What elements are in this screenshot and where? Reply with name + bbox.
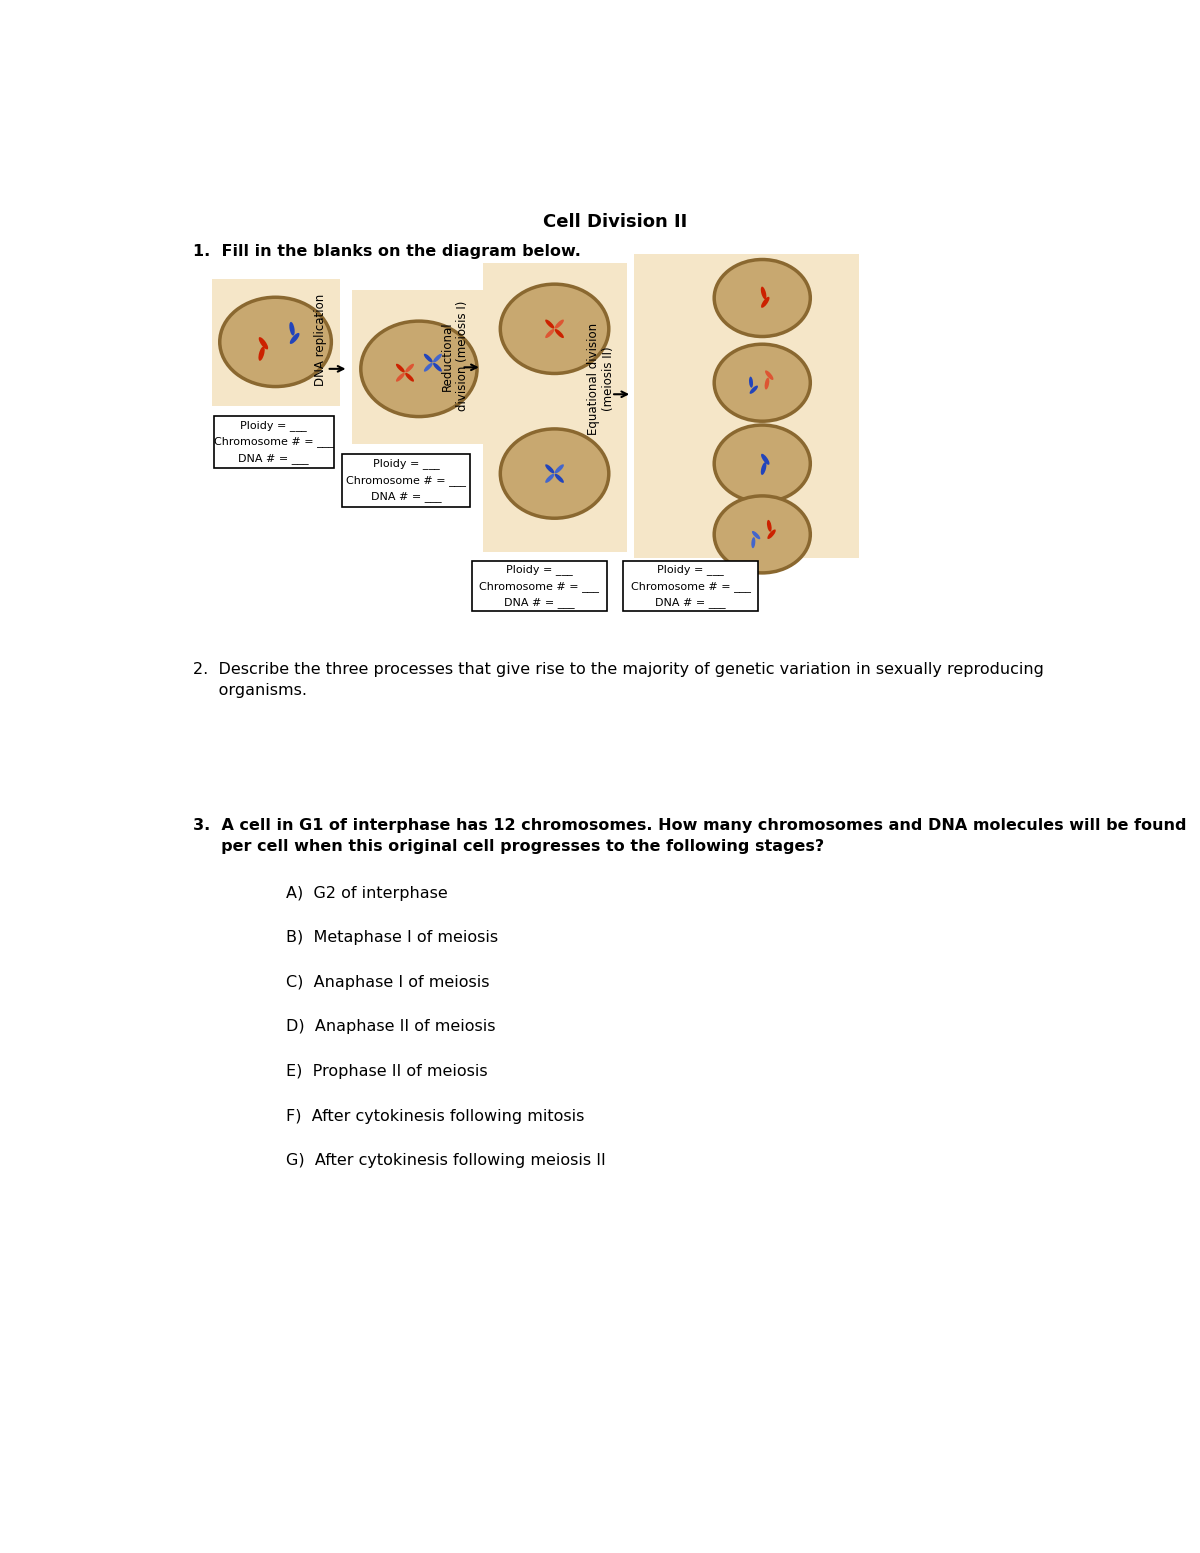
- Ellipse shape: [750, 385, 758, 394]
- Text: Ploidy = ___
Chromosome # = ___
DNA # = ___: Ploidy = ___ Chromosome # = ___ DNA # = …: [630, 564, 750, 609]
- Ellipse shape: [545, 474, 554, 483]
- Ellipse shape: [424, 354, 433, 362]
- Ellipse shape: [761, 453, 769, 464]
- Ellipse shape: [714, 345, 810, 421]
- Ellipse shape: [545, 329, 554, 339]
- Ellipse shape: [764, 377, 769, 390]
- Bar: [342, 455, 470, 506]
- Ellipse shape: [500, 284, 608, 373]
- Ellipse shape: [714, 426, 810, 502]
- Ellipse shape: [714, 259, 810, 337]
- Text: Reductional
division (meiosis I): Reductional division (meiosis I): [440, 301, 468, 412]
- Text: Equational division
(meiosis II): Equational division (meiosis II): [587, 323, 616, 435]
- Ellipse shape: [749, 377, 754, 388]
- Bar: [472, 561, 607, 612]
- Bar: [212, 278, 340, 405]
- Ellipse shape: [258, 346, 265, 360]
- Ellipse shape: [761, 287, 767, 300]
- Ellipse shape: [259, 337, 268, 349]
- Text: F)  After cytokinesis following mitosis: F) After cytokinesis following mitosis: [286, 1109, 584, 1124]
- Ellipse shape: [406, 363, 414, 373]
- Ellipse shape: [361, 321, 478, 416]
- Ellipse shape: [433, 363, 442, 371]
- Ellipse shape: [220, 297, 331, 387]
- Text: 1.  Fill in the blanks on the diagram below.: 1. Fill in the blanks on the diagram bel…: [193, 244, 581, 259]
- Ellipse shape: [545, 320, 554, 329]
- Ellipse shape: [751, 537, 755, 548]
- Bar: [214, 416, 334, 467]
- Ellipse shape: [500, 429, 608, 519]
- Ellipse shape: [554, 329, 564, 339]
- Bar: [635, 255, 859, 558]
- Ellipse shape: [761, 463, 767, 475]
- Text: A)  G2 of interphase: A) G2 of interphase: [286, 885, 448, 901]
- Ellipse shape: [406, 373, 414, 382]
- Text: Ploidy = ___
Chromosome # = ___
DNA # = ___: Ploidy = ___ Chromosome # = ___ DNA # = …: [480, 564, 600, 609]
- Ellipse shape: [752, 531, 761, 539]
- Ellipse shape: [289, 332, 300, 343]
- Text: Ploidy = ___
Chromosome # = ___
DNA # = ___: Ploidy = ___ Chromosome # = ___ DNA # = …: [346, 458, 466, 503]
- Text: Cell Division II: Cell Division II: [542, 213, 688, 231]
- Bar: [484, 264, 626, 553]
- Ellipse shape: [554, 464, 564, 474]
- Ellipse shape: [396, 363, 404, 373]
- Ellipse shape: [766, 370, 774, 380]
- Ellipse shape: [424, 363, 433, 371]
- Text: Ploidy = ___
Chromosome # = ___
DNA # = ___: Ploidy = ___ Chromosome # = ___ DNA # = …: [214, 419, 334, 464]
- Text: 2.  Describe the three processes that give rise to the majority of genetic varia: 2. Describe the three processes that giv…: [193, 662, 1044, 677]
- Text: C)  Anaphase I of meiosis: C) Anaphase I of meiosis: [286, 975, 490, 989]
- Ellipse shape: [714, 495, 810, 573]
- Ellipse shape: [767, 530, 775, 539]
- Bar: [623, 561, 758, 612]
- Ellipse shape: [396, 373, 404, 382]
- Text: D)  Anaphase II of meiosis: D) Anaphase II of meiosis: [286, 1019, 496, 1034]
- Text: B)  Metaphase I of meiosis: B) Metaphase I of meiosis: [286, 930, 498, 946]
- Ellipse shape: [761, 297, 769, 307]
- Ellipse shape: [554, 474, 564, 483]
- Text: per cell when this original cell progresses to the following stages?: per cell when this original cell progres…: [193, 839, 823, 854]
- Text: G)  After cytokinesis following meiosis II: G) After cytokinesis following meiosis I…: [286, 1154, 605, 1168]
- Ellipse shape: [289, 321, 295, 335]
- Text: DNA replication: DNA replication: [314, 294, 326, 387]
- Bar: [352, 290, 487, 444]
- Ellipse shape: [545, 464, 554, 474]
- Text: organisms.: organisms.: [193, 683, 307, 697]
- Ellipse shape: [767, 520, 772, 531]
- Ellipse shape: [554, 320, 564, 329]
- Text: 3.  A cell in G1 of interphase has 12 chromosomes. How many chromosomes and DNA : 3. A cell in G1 of interphase has 12 chr…: [193, 818, 1186, 832]
- Text: E)  Prophase II of meiosis: E) Prophase II of meiosis: [286, 1064, 487, 1079]
- Ellipse shape: [433, 354, 442, 362]
